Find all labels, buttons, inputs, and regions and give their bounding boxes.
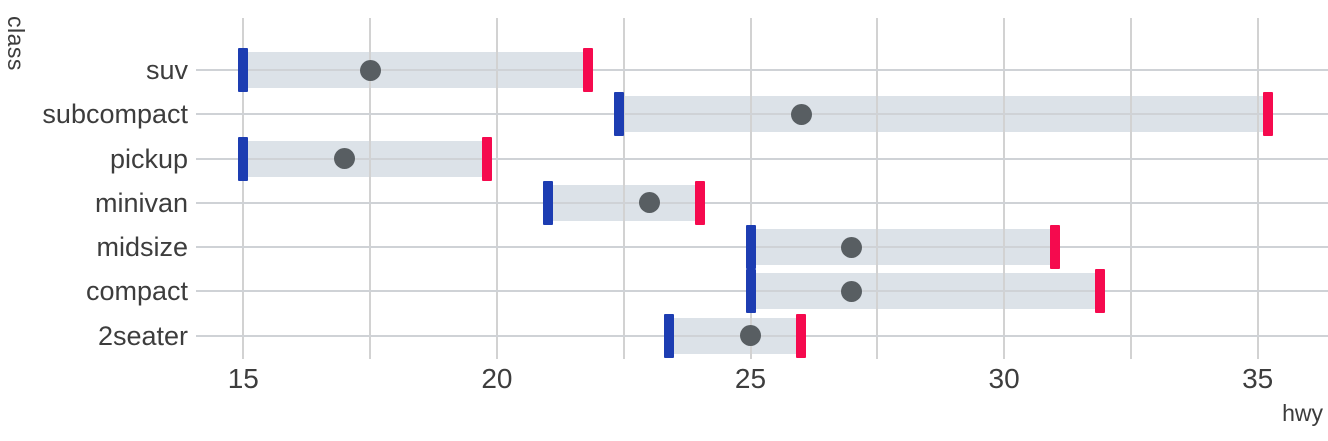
max-tick: [583, 48, 594, 92]
row-gridline: [196, 157, 1328, 160]
row-gridline: [196, 290, 1328, 293]
x-gridline: [1256, 18, 1259, 359]
x-tick-label: 35: [1242, 363, 1274, 394]
category-label: minivan: [94, 187, 188, 218]
min-tick: [664, 313, 675, 358]
x-tick-label: 15: [227, 363, 259, 394]
x-gridline: [622, 18, 625, 359]
median-dot: [790, 103, 812, 125]
median-dot: [841, 236, 863, 258]
min-tick: [238, 48, 249, 92]
min-tick: [745, 225, 756, 270]
max-tick: [796, 313, 807, 358]
x-gridline: [749, 18, 752, 359]
x-gridline: [495, 18, 498, 359]
category-label: 2seater: [97, 320, 188, 351]
x-gridline: [1129, 18, 1132, 359]
x-axis-title: hwy: [1282, 400, 1323, 426]
category-label: midsize: [96, 232, 188, 263]
median-dot: [841, 280, 863, 302]
max-tick: [481, 136, 492, 181]
median-dot: [334, 148, 356, 170]
row-gridline: [196, 201, 1328, 204]
x-tick-label: 30: [988, 363, 1020, 394]
median-dot: [359, 59, 381, 81]
row-gridline: [196, 113, 1328, 116]
max-tick: [1095, 269, 1106, 314]
row-gridline: [196, 69, 1328, 71]
x-gridline: [369, 18, 372, 359]
max-tick: [1262, 92, 1273, 137]
max-tick: [694, 180, 705, 225]
category-label: compact: [85, 276, 188, 307]
min-tick: [745, 269, 756, 314]
min-tick: [613, 92, 624, 137]
row-gridline: [196, 334, 1328, 337]
category-label: suv: [145, 55, 188, 85]
x-gridline: [242, 18, 245, 359]
x-gridline: [876, 18, 879, 359]
x-tick-label: 20: [481, 363, 513, 394]
median-dot: [638, 192, 660, 214]
row-gridline: [196, 246, 1328, 249]
median-dot: [740, 325, 761, 347]
x-tick-label: 25: [734, 363, 767, 394]
max-tick: [1049, 225, 1060, 270]
category-label: pickup: [109, 143, 188, 174]
y-axis-title: class: [3, 16, 29, 71]
min-tick: [542, 180, 553, 225]
category-label: subcompact: [42, 99, 188, 130]
min-tick: [238, 136, 249, 181]
x-gridline: [1003, 18, 1006, 359]
